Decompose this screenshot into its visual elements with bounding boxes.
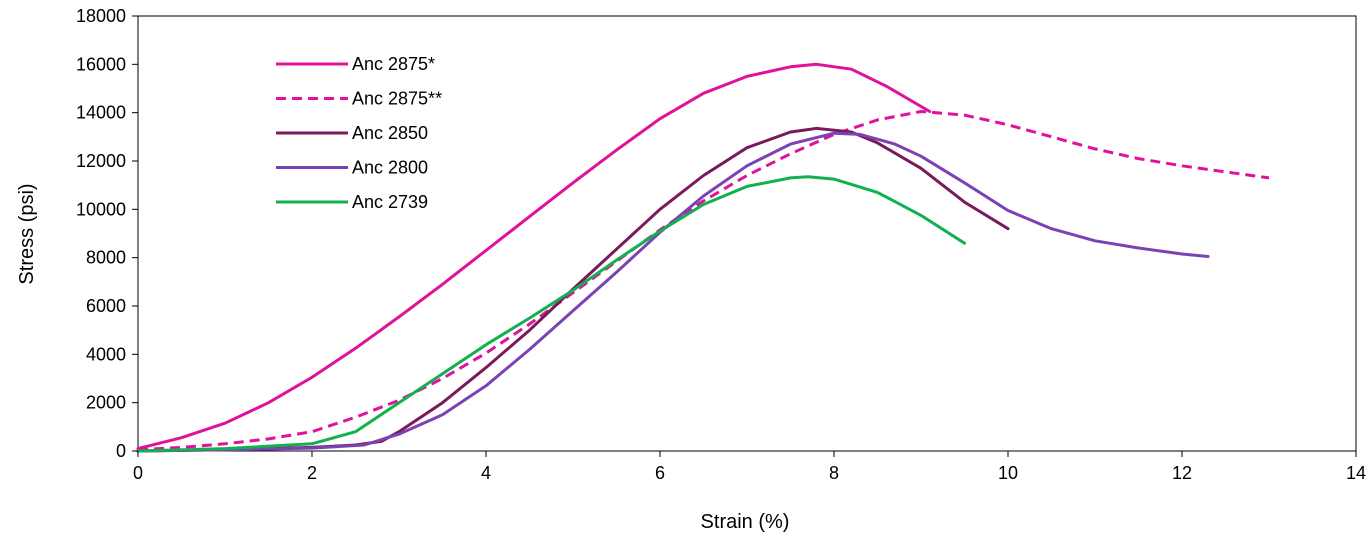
- x-tick-label: 10: [998, 463, 1018, 483]
- x-tick-label: 0: [133, 463, 143, 483]
- x-tick-label: 2: [307, 463, 317, 483]
- series-line-5: [136, 175, 966, 453]
- legend-label: Anc 2850: [352, 123, 428, 143]
- y-tick-label: 16000: [76, 54, 126, 74]
- legend-label: Anc 2875**: [352, 89, 442, 109]
- y-tick-label: 18000: [76, 6, 126, 26]
- y-tick-label: 2000: [86, 393, 126, 413]
- y-tick-label: 8000: [86, 248, 126, 268]
- series-line-2: [137, 110, 1270, 452]
- legend-label: Anc 2800: [352, 158, 428, 178]
- x-tick-label: 4: [481, 463, 491, 483]
- legend-label: Anc 2739: [352, 192, 428, 212]
- series-line-1: [136, 62, 932, 451]
- y-tick-label: 6000: [86, 296, 126, 316]
- x-tick-label: 6: [655, 463, 665, 483]
- y-axis-title: Stress (psi): [16, 183, 38, 284]
- x-tick-label: 8: [829, 463, 839, 483]
- y-tick-label: 14000: [76, 103, 126, 123]
- legend-label: Anc 2875*: [352, 54, 435, 74]
- y-tick-label: 10000: [76, 199, 126, 219]
- x-axis-title: Strain (%): [701, 511, 790, 533]
- y-tick-label: 4000: [86, 344, 126, 364]
- x-tick-label: 14: [1346, 463, 1366, 483]
- x-tick-label: 12: [1172, 463, 1192, 483]
- plot-area-border: [137, 15, 1357, 452]
- y-tick-label: 12000: [76, 151, 126, 171]
- y-tick-label: 0: [116, 441, 126, 461]
- series-line-4: [136, 131, 1210, 453]
